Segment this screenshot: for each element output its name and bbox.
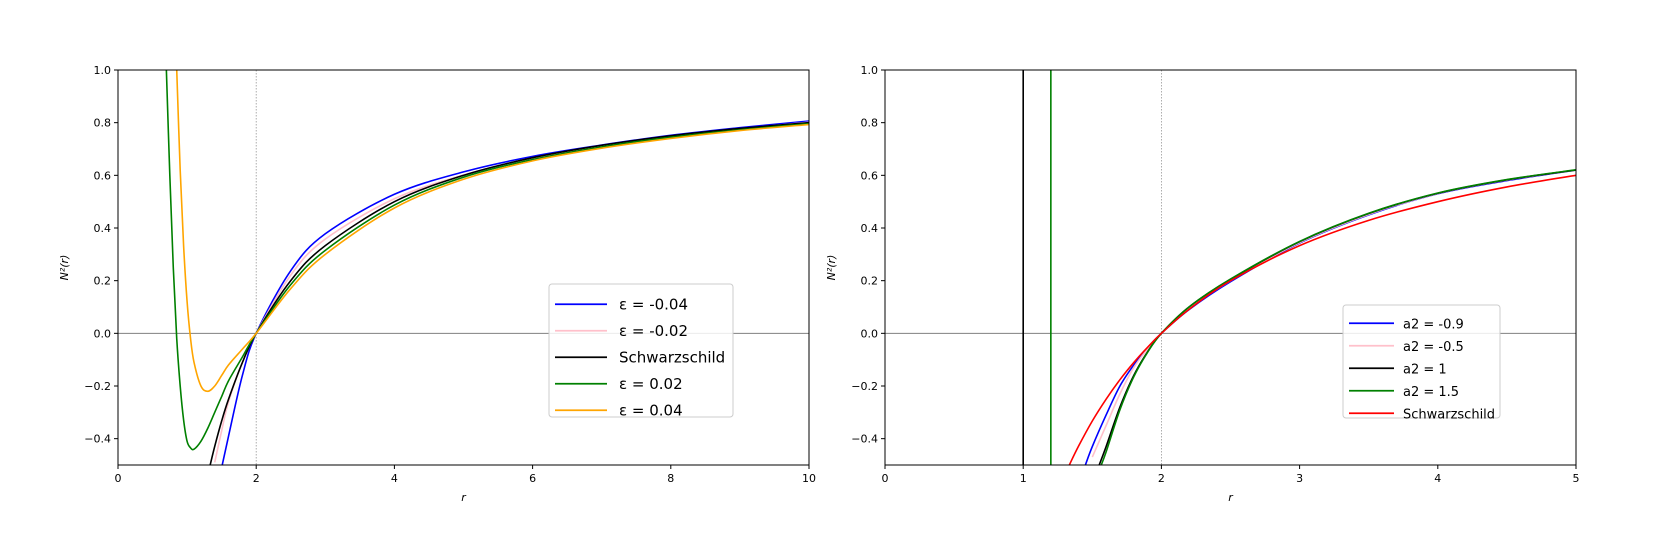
series-line-5: [1068, 174, 1576, 465]
chart-panel-2: 0 1 2 3 4 5 −0.4 −0.2 0.0 0.2 0.4 0.6 0.8 1.0 r N²(r) a2…: [825, 64, 1580, 504]
series-line-3: [1098, 169, 1576, 465]
legend-entry-label: a2 = 1: [1403, 362, 1447, 377]
axes-frame: [884, 69, 1577, 466]
legend-entry-label: a2 = -0.9: [1403, 317, 1464, 332]
legend-entry-label: ε = 0.04: [619, 401, 683, 419]
series-line-5: [175, 70, 809, 393]
y-tick-label: 0.2: [861, 275, 879, 288]
y-axis-label: N²(r): [58, 255, 71, 281]
y-tick-label: 0.8: [861, 117, 879, 130]
y-tick-label: 0.8: [94, 117, 112, 130]
x-tick-label: 8: [667, 472, 674, 485]
y-tick-label: 0.2: [94, 275, 112, 288]
legend-entry-label: Schwarzschild: [619, 348, 725, 366]
chart-panel-1: 0 2 4 6 8 10 −0.4 −0.2 0.0 0.2 0.4 0.6 0.8 1.0 r N²(r) ε…: [58, 64, 816, 504]
y-tick-label: 0.0: [861, 327, 879, 340]
plot-area: [165, 70, 809, 465]
x-tick-label: 4: [391, 472, 398, 485]
x-tick-label: 10: [802, 472, 816, 485]
y-tick-label: −0.4: [851, 433, 878, 446]
legend-entry-label: ε = 0.02: [619, 375, 683, 393]
legend-entry-label: Schwarzschild: [1403, 407, 1495, 422]
series-line-1: [1084, 169, 1576, 465]
legend-entry-label: a2 = -0.5: [1403, 340, 1464, 355]
y-tick-label: 1.0: [94, 64, 112, 77]
plot-area: [1022, 70, 1576, 465]
series-line-2: [1091, 169, 1576, 458]
x-tick-label: 0: [115, 472, 122, 485]
x-tick-label: 6: [529, 472, 536, 485]
x-tick-label: 2: [1158, 472, 1165, 485]
legend: ε = -0.04 ε = -0.02 Schwarzschild ε = 0.02 ε…: [548, 283, 734, 419]
y-tick-label: 0.6: [861, 169, 879, 182]
y-tick-label: −0.2: [851, 380, 878, 393]
legend-entry-label: ε = -0.02: [619, 322, 688, 340]
axes-frame: [117, 69, 810, 466]
x-axis-label: r: [1228, 491, 1234, 504]
x-axis-label: r: [461, 491, 467, 504]
x-tick-label: 5: [1573, 472, 1580, 485]
series-line-4: [165, 70, 809, 451]
x-tick-label: 2: [253, 472, 260, 485]
legend-box: [1342, 304, 1501, 419]
y-axis-label: N²(r): [825, 255, 838, 281]
x-tick-label: 1: [1020, 472, 1027, 485]
legend-entry-label: ε = -0.04: [619, 295, 688, 313]
y-tick-label: 0.0: [94, 327, 112, 340]
series-line-3: [209, 121, 809, 465]
legend: a2 = -0.9 a2 = -0.5 a2 = 1 a2 = 1.5 Schwarzs…: [1342, 304, 1501, 422]
y-tick-label: 0.6: [94, 169, 112, 182]
y-tick-label: −0.2: [84, 380, 111, 393]
y-tick-label: 0.4: [861, 222, 879, 235]
x-tick-label: 3: [1296, 472, 1303, 485]
series-line-4: [1100, 169, 1576, 465]
y-tick-label: −0.4: [84, 433, 111, 446]
y-tick-label: 0.4: [94, 222, 112, 235]
x-tick-label: 0: [882, 472, 889, 485]
x-tick-label: 4: [1434, 472, 1441, 485]
y-tick-label: 1.0: [861, 64, 879, 77]
legend-entry-label: a2 = 1.5: [1403, 385, 1459, 400]
